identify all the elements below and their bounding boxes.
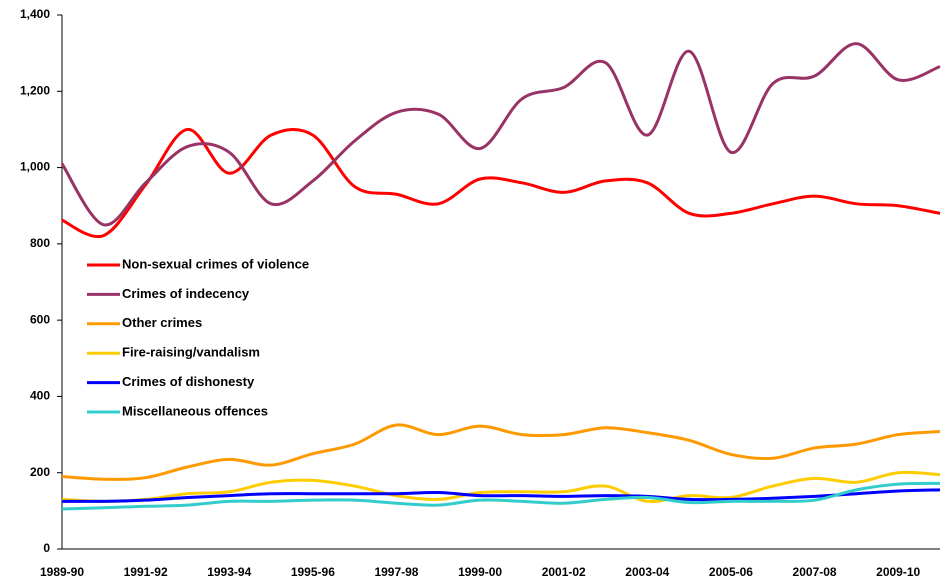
legend-label: Crimes of dishonesty: [122, 374, 255, 389]
x-tick-label: 1997-98: [374, 565, 418, 579]
series-line: [61, 127, 941, 239]
legend-label: Miscellaneous offences: [122, 403, 268, 418]
y-tick-label: 1,200: [20, 83, 50, 97]
y-tick-label: 1,000: [20, 160, 50, 174]
series-line: [61, 423, 941, 481]
y-tick-label: 600: [30, 312, 50, 326]
x-tick-label: 1995-96: [291, 565, 335, 579]
x-tick-label: 2009-10: [876, 565, 920, 579]
y-tick-label: 800: [30, 236, 50, 250]
x-tick-label: 1991-92: [124, 565, 168, 579]
y-tick-label: 1,400: [20, 7, 50, 21]
series-line: [61, 488, 941, 503]
y-tick-label: 0: [43, 541, 50, 555]
series-line: [61, 481, 941, 511]
x-tick-label: 2003-04: [625, 565, 669, 579]
legend-label: Crimes of indecency: [122, 286, 250, 301]
legend-label: Non-sexual crimes of violence: [122, 256, 309, 271]
legend-label: Fire-raising/vandalism: [122, 345, 260, 360]
x-tick-label: 1999-00: [458, 565, 502, 579]
series-line: [61, 470, 941, 504]
x-tick-label: 2001-02: [542, 565, 586, 579]
x-tick-label: 2007-08: [793, 565, 837, 579]
x-tick-label: 1989-90: [40, 565, 84, 579]
x-tick-label: 1993-94: [207, 565, 251, 579]
y-tick-label: 200: [30, 465, 50, 479]
legend-label: Other crimes: [122, 315, 202, 330]
x-tick-label: 2005-06: [709, 565, 753, 579]
series-line: [60, 42, 941, 227]
y-tick-label: 400: [30, 389, 50, 403]
